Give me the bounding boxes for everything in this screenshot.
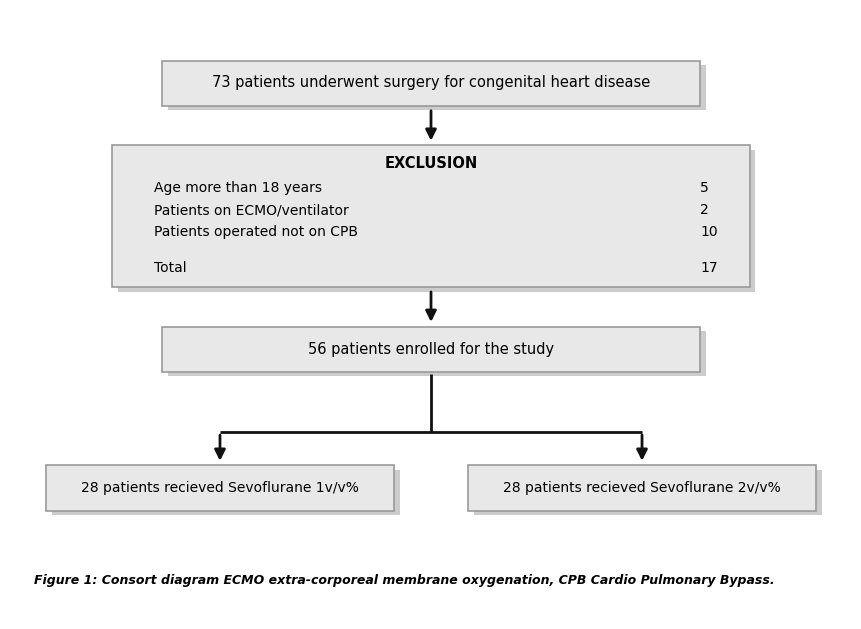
Bar bbox=[112, 145, 749, 287]
Text: 5: 5 bbox=[699, 181, 708, 195]
Text: 28 patients recieved Sevoflurane 2v/v%: 28 patients recieved Sevoflurane 2v/v% bbox=[503, 481, 780, 496]
Text: EXCLUSION: EXCLUSION bbox=[384, 156, 477, 171]
Text: 10: 10 bbox=[699, 225, 716, 240]
Bar bbox=[52, 470, 400, 515]
Text: Age more than 18 years: Age more than 18 years bbox=[153, 181, 321, 195]
Text: Figure 1: Consort diagram ECMO extra-corporeal membrane oxygenation, CPB Cardio : Figure 1: Consort diagram ECMO extra-cor… bbox=[34, 574, 773, 587]
Bar bbox=[468, 465, 815, 511]
Bar bbox=[474, 470, 821, 515]
Bar bbox=[46, 465, 393, 511]
Text: Total: Total bbox=[153, 261, 186, 275]
Text: Patients operated not on CPB: Patients operated not on CPB bbox=[153, 225, 357, 240]
Text: 56 patients enrolled for the study: 56 patients enrolled for the study bbox=[307, 342, 554, 357]
Bar bbox=[118, 150, 754, 292]
Text: 73 patients underwent surgery for congenital heart disease: 73 patients underwent surgery for congen… bbox=[212, 74, 649, 89]
Bar bbox=[162, 326, 699, 372]
Bar bbox=[168, 65, 705, 111]
Text: 2: 2 bbox=[699, 203, 708, 217]
Bar bbox=[168, 331, 705, 376]
Text: Patients on ECMO/ventilator: Patients on ECMO/ventilator bbox=[153, 203, 348, 217]
Bar bbox=[162, 61, 699, 106]
Text: 28 patients recieved Sevoflurane 1v/v%: 28 patients recieved Sevoflurane 1v/v% bbox=[81, 481, 358, 496]
Text: 17: 17 bbox=[699, 261, 716, 275]
